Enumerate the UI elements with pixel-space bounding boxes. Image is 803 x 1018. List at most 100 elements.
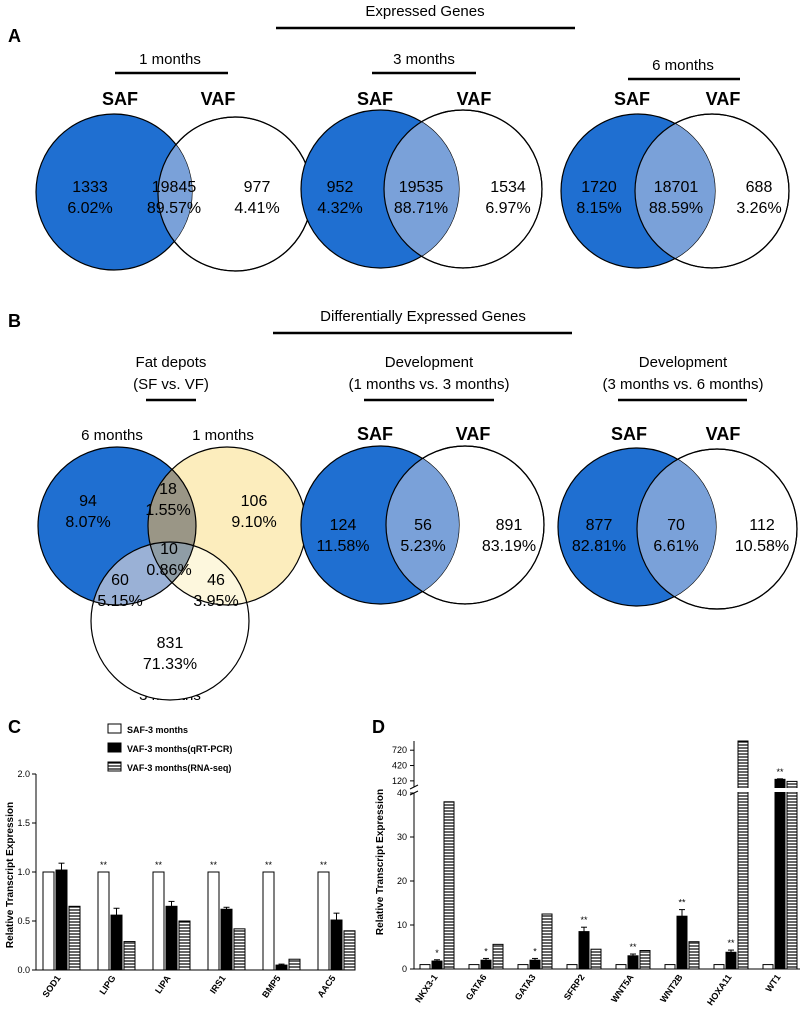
overlap-count: 56 [414,517,432,534]
d-significance: ** [580,915,588,925]
d-bar [774,778,786,970]
legend-swatch-rnaseq [107,761,122,772]
d-ytick-label: 720 [392,745,407,755]
d-categories: NKX3-1 GATA6 GATA3 SFRP2 WNT5A WNT2B HOXA11 WT1 [413,972,783,1007]
left-set-label: SAF [611,424,647,444]
vaf-only-pct: 10.58% [735,538,789,555]
c-category-label: SOD1 [40,973,62,999]
vaf-only-pct: 3.26% [736,200,781,217]
legend-label-qrt: VAF-3 months(qRT-PCR) [127,744,232,754]
d-bar [762,964,774,970]
d-y-ticks: 0 10 20 30 40 120 420 720 [392,745,414,974]
d-bar [443,801,455,970]
fat-title-2: (SF vs. VF) [133,376,209,393]
c-significance: ** [100,860,108,870]
d-category-label: WT1 [764,972,783,993]
d-bar [688,941,700,970]
d-bar-break [737,788,749,792]
c-categories: SOD1 LIPG LIPA IRS1 BMP5 AAC5 [40,973,337,1000]
panel-c-letter: C [8,717,21,737]
saf-only-pct: 8.15% [576,200,621,217]
d-ylabel: Relative Transcript Expression [375,789,386,935]
c-bar [178,920,191,971]
d-category-label: HOXA11 [705,972,734,1007]
ov13-count: 46 [207,572,225,589]
c-y-ticks: 0.0 0.5 1.0 1.5 2.0 [17,769,36,975]
overlap-1-3 [148,542,249,605]
legend-label-rnaseq: VAF-3 months(RNA-seq) [127,763,231,773]
right-set-label: VAF [706,424,741,444]
venn-a-1: 1 months SAF VAF 1333 6.02% 19845 89.57%… [35,51,313,272]
dev-title-2: (1 months vs. 3 months) [349,376,510,393]
only3-pct: 71.33% [143,656,197,673]
c-significance: ** [155,860,163,870]
vaf-only-pct: 6.97% [485,200,530,217]
c-significance: ** [265,860,273,870]
c-bar [152,871,165,971]
right-set-label: VAF [457,89,492,109]
d-significance: * [484,946,488,956]
left-set-label: SAF [357,89,393,109]
d-bar [615,964,627,970]
vaf-only-pct: 4.41% [234,200,279,217]
vaf-only-count: 891 [496,517,523,534]
d-ytick-label: 120 [392,776,407,786]
c-category-label: LIPG [97,973,117,996]
d-ytick-label: 40 [397,788,407,798]
legend-swatch-qrt [107,742,122,753]
d-bar-break [786,788,798,792]
panel-a-letter: A [8,26,21,46]
d-category-label: GATA6 [464,972,489,1002]
overlap-pct: 5.23% [400,538,445,555]
d-significance: ** [776,767,784,777]
vaf-only-count: 1534 [490,179,526,196]
saf-only-pct: 82.81% [572,538,626,555]
c-bar [68,905,81,971]
dev-title-1: Development [385,354,474,371]
d-bar [431,960,443,970]
right-set-label: VAF [456,424,491,444]
only6-count: 94 [79,493,97,510]
d-bar [541,913,553,970]
d-bar [480,959,492,970]
d-significance: * [533,946,537,956]
only6-pct: 8.07% [65,514,110,531]
overlap-count: 19535 [399,179,444,196]
set-label-6-months: 6 months [81,427,143,444]
c-bar [165,905,178,971]
c-category-label: AAC5 [315,973,337,999]
panel-a-header: Expressed Genes [365,3,484,20]
c-bar [317,871,330,971]
panel-b-header: Differentially Expressed Genes [320,308,526,325]
c-bar [262,871,275,971]
d-bar [566,964,578,970]
c-bar [55,869,68,971]
d-bar [578,931,590,970]
saf-only-count: 1720 [581,179,617,196]
d-bar [786,780,798,970]
c-ytick-label: 1.0 [17,867,30,877]
vaf-outline [636,448,798,610]
saf-only-count: 1333 [72,179,108,196]
overlap-region [386,446,459,604]
saf-only-count: 952 [327,179,354,196]
c-bar [123,941,136,971]
left-set-label: SAF [357,424,393,444]
ov61-pct: 1.55% [145,502,190,519]
d-bar [492,943,504,970]
d-bar [419,964,431,970]
c-bar [275,964,288,971]
right-set-label: VAF [201,89,236,109]
d-ytick-label: 10 [397,920,407,930]
c-bar [110,914,123,971]
d-bar [468,964,480,970]
vaf-only-pct: 83.19% [482,538,536,555]
legend-swatch-saf [107,723,122,734]
legend-label-saf: SAF-3 months [127,725,188,735]
d-category-label: WNT2B [658,972,685,1004]
venn-title: 1 months [139,51,201,68]
vaf-outline [383,109,543,269]
venn-title: 6 months [652,57,714,74]
d-bar-break [774,788,786,792]
saf-only-pct: 11.58% [316,538,369,555]
